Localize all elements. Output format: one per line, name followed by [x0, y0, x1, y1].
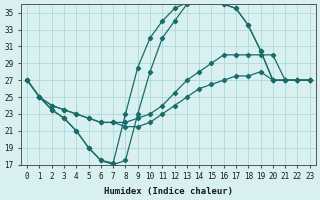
X-axis label: Humidex (Indice chaleur): Humidex (Indice chaleur)	[104, 187, 233, 196]
